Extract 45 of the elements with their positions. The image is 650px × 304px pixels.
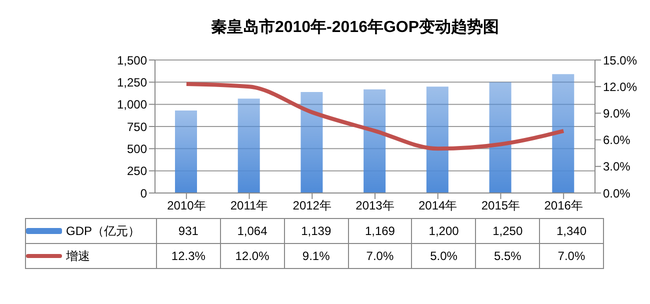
y2-tick-label: 15.0% [603,53,638,68]
data-label: 5.0% [412,244,476,268]
x-tick-label: 2015年 [481,198,520,213]
x-tick-label: 2016年 [544,198,583,213]
y-tick-label: 250 [126,164,148,178]
y2-tick-label: 9.0% [603,106,631,120]
data-label: 1,340 [540,218,604,244]
x-tick-label: 2012年 [292,198,332,213]
x-tick-label: 2014年 [418,198,458,213]
y-tick-label: 1,250 [116,75,148,90]
data-label: 7.0% [348,244,412,268]
bar [364,89,386,193]
data-label: 1,169 [348,218,412,244]
bar [426,86,448,193]
bar [175,110,197,193]
data-label: 7.0% [540,244,604,268]
y-tick-label: 750 [126,120,148,134]
y2-tick-label: 0.0% [603,186,631,200]
data-label: 12.0% [220,244,284,268]
data-label: 1,064 [220,218,284,244]
data-label: 12.3% [156,244,220,268]
y2-tick-label: 3.0% [603,160,631,174]
y2-tick-label: 6.0% [603,133,631,148]
bar [489,82,512,193]
bar [300,92,323,193]
y-tick-label: 1,000 [116,98,148,112]
legend-label: GDP（亿元） [26,218,156,244]
x-tick-label: 2013年 [356,198,394,213]
line-series [184,82,566,151]
chart-title: 秦皇岛市2010年-2016年GOP变动趋势图 [210,17,500,38]
data-label: 1,250 [476,218,540,244]
y2-tick-label: 12.0% [603,80,638,94]
bar [552,74,574,193]
x-tick-label: 2011年 [230,198,268,213]
y-tick-label: 500 [126,142,148,156]
y-tick-label: 1,500 [116,53,148,68]
data-label: 9.1% [284,244,348,268]
bar [238,98,260,193]
data-label: 1,139 [284,218,348,244]
y-tick-label: 0 [140,186,148,200]
data-label: 1,200 [412,218,476,244]
data-label: 5.5% [476,244,540,268]
data-label: 931 [156,218,220,244]
legend-label: 增速 [26,244,156,268]
x-tick-label: 2010年 [167,198,206,213]
